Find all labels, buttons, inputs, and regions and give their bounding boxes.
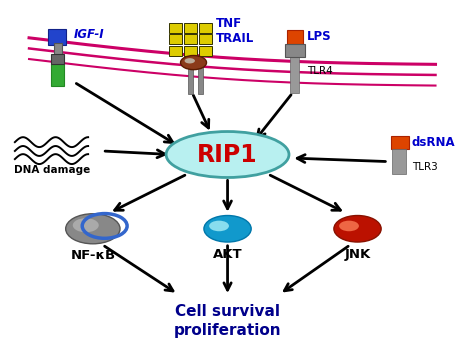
Bar [169, 23, 182, 33]
Text: LPS: LPS [307, 29, 332, 43]
Text: TNF
TRAIL: TNF TRAIL [216, 17, 254, 45]
Bar [290, 55, 300, 93]
Bar [199, 23, 212, 33]
Ellipse shape [339, 221, 359, 231]
Bar [184, 45, 197, 55]
Ellipse shape [209, 221, 229, 231]
Ellipse shape [204, 215, 251, 242]
Bar [285, 44, 305, 57]
Ellipse shape [334, 215, 381, 242]
Bar [287, 31, 303, 44]
Text: JNK: JNK [345, 248, 371, 261]
Text: AKT: AKT [213, 248, 242, 261]
Bar [54, 43, 62, 73]
Text: TLR3: TLR3 [412, 162, 438, 172]
Text: RIP1: RIP1 [197, 142, 258, 166]
Text: IGF-I: IGF-I [74, 28, 105, 41]
Bar [184, 34, 197, 44]
Text: dsRNA: dsRNA [412, 136, 456, 149]
Bar [199, 34, 212, 44]
Bar [392, 148, 406, 174]
Bar [169, 45, 182, 55]
Bar [198, 62, 203, 94]
Text: Cell survival
proliferation: Cell survival proliferation [174, 304, 282, 338]
Bar [48, 29, 66, 45]
Bar [184, 23, 197, 33]
Bar [51, 54, 64, 64]
Text: DNA damage: DNA damage [14, 165, 90, 175]
Bar [391, 136, 409, 149]
Text: TLR4: TLR4 [307, 66, 333, 76]
Ellipse shape [66, 214, 120, 244]
Ellipse shape [184, 58, 195, 64]
Bar [51, 64, 64, 86]
Ellipse shape [73, 218, 99, 232]
Bar [169, 34, 182, 44]
Ellipse shape [166, 132, 289, 178]
Bar [188, 62, 193, 94]
Ellipse shape [181, 55, 207, 70]
Bar [199, 45, 212, 55]
Text: NF-κB: NF-κB [70, 249, 115, 262]
